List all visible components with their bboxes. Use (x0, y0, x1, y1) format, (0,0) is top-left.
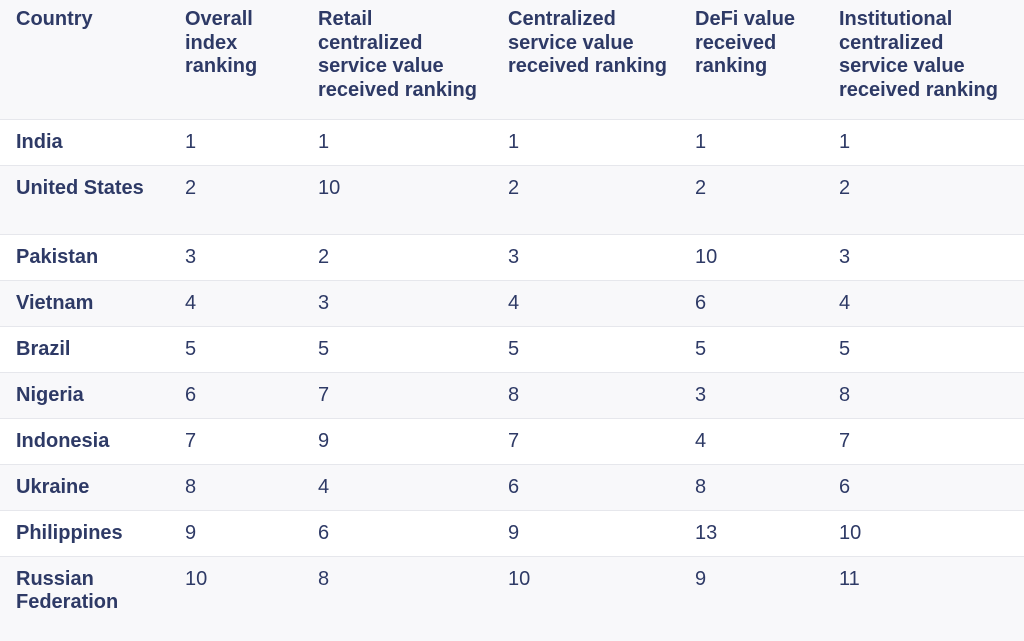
overall-rank-cell: 2 (169, 164, 302, 234)
retail-rank-cell: 8 (302, 555, 492, 625)
header-row: Country Overall index ranking Retail cen… (0, 0, 1024, 119)
rankings-table: Country Overall index ranking Retail cen… (0, 0, 1024, 625)
country-cell: United States (0, 164, 169, 234)
retail-rank-cell: 9 (302, 417, 492, 464)
overall-rank-cell: 5 (169, 325, 302, 372)
overall-rank-cell: 3 (169, 233, 302, 280)
overall-rank-cell: 9 (169, 509, 302, 556)
defi-rank-cell: 2 (679, 164, 823, 234)
defi-rank-cell: 8 (679, 463, 823, 510)
retail-rank-cell: 5 (302, 325, 492, 372)
overall-rank-cell: 4 (169, 279, 302, 326)
table-row: Indonesia 7 9 7 4 7 (0, 417, 1024, 464)
defi-rank-cell: 6 (679, 279, 823, 326)
retail-rank-cell: 4 (302, 463, 492, 510)
centralized-rank-cell: 5 (492, 325, 679, 372)
table-row: Nigeria 6 7 8 3 8 (0, 371, 1024, 418)
table-row: United States 2 10 2 2 2 (0, 164, 1024, 234)
institutional-rank-cell: 7 (823, 417, 1024, 464)
country-cell: Vietnam (0, 279, 169, 326)
centralized-rank-cell: 9 (492, 509, 679, 556)
column-header-retail-centralized-ranking: Retail centralized service value receive… (302, 0, 492, 119)
table-header: Country Overall index ranking Retail cen… (0, 0, 1024, 119)
defi-rank-cell: 4 (679, 417, 823, 464)
table-row: Ukraine 8 4 6 8 6 (0, 463, 1024, 510)
country-cell: Nigeria (0, 371, 169, 418)
column-header-institutional-ranking: Institutional centralized service value … (823, 0, 1024, 119)
centralized-rank-cell: 1 (492, 118, 679, 165)
retail-rank-cell: 10 (302, 164, 492, 234)
defi-rank-cell: 9 (679, 555, 823, 625)
retail-rank-cell: 1 (302, 118, 492, 165)
table-row: Vietnam 4 3 4 6 4 (0, 279, 1024, 326)
overall-rank-cell: 6 (169, 371, 302, 418)
country-cell: Indonesia (0, 417, 169, 464)
table-row: Russian Federation 10 8 10 9 11 (0, 555, 1024, 625)
table-row: Brazil 5 5 5 5 5 (0, 325, 1024, 372)
retail-rank-cell: 3 (302, 279, 492, 326)
institutional-rank-cell: 2 (823, 164, 1024, 234)
institutional-rank-cell: 1 (823, 118, 1024, 165)
table-row: India 1 1 1 1 1 (0, 118, 1024, 165)
retail-rank-cell: 6 (302, 509, 492, 556)
defi-rank-cell: 3 (679, 371, 823, 418)
table-row: Pakistan 3 2 3 10 3 (0, 233, 1024, 280)
institutional-rank-cell: 5 (823, 325, 1024, 372)
centralized-rank-cell: 8 (492, 371, 679, 418)
defi-rank-cell: 13 (679, 509, 823, 556)
country-cell: Ukraine (0, 463, 169, 510)
overall-rank-cell: 7 (169, 417, 302, 464)
column-header-centralized-service-ranking: Centralized service value received ranki… (492, 0, 679, 119)
centralized-rank-cell: 10 (492, 555, 679, 625)
defi-rank-cell: 10 (679, 233, 823, 280)
centralized-rank-cell: 4 (492, 279, 679, 326)
institutional-rank-cell: 11 (823, 555, 1024, 625)
defi-rank-cell: 1 (679, 118, 823, 165)
institutional-rank-cell: 4 (823, 279, 1024, 326)
institutional-rank-cell: 8 (823, 371, 1024, 418)
institutional-rank-cell: 6 (823, 463, 1024, 510)
country-cell: Russian Federation (0, 555, 169, 625)
institutional-rank-cell: 10 (823, 509, 1024, 556)
overall-rank-cell: 10 (169, 555, 302, 625)
column-header-overall-index-ranking: Overall index ranking (169, 0, 302, 119)
defi-rank-cell: 5 (679, 325, 823, 372)
column-header-country: Country (0, 0, 169, 119)
retail-rank-cell: 7 (302, 371, 492, 418)
country-cell: Brazil (0, 325, 169, 372)
overall-rank-cell: 1 (169, 118, 302, 165)
retail-rank-cell: 2 (302, 233, 492, 280)
table-body: India 1 1 1 1 1 United States 2 10 2 2 2… (0, 118, 1024, 625)
country-cell: Philippines (0, 509, 169, 556)
centralized-rank-cell: 6 (492, 463, 679, 510)
centralized-rank-cell: 7 (492, 417, 679, 464)
country-cell: Pakistan (0, 233, 169, 280)
column-header-defi-ranking: DeFi value received ranking (679, 0, 823, 119)
institutional-rank-cell: 3 (823, 233, 1024, 280)
overall-rank-cell: 8 (169, 463, 302, 510)
table-row: Philippines 9 6 9 13 10 (0, 509, 1024, 556)
centralized-rank-cell: 2 (492, 164, 679, 234)
centralized-rank-cell: 3 (492, 233, 679, 280)
country-cell: India (0, 118, 169, 165)
